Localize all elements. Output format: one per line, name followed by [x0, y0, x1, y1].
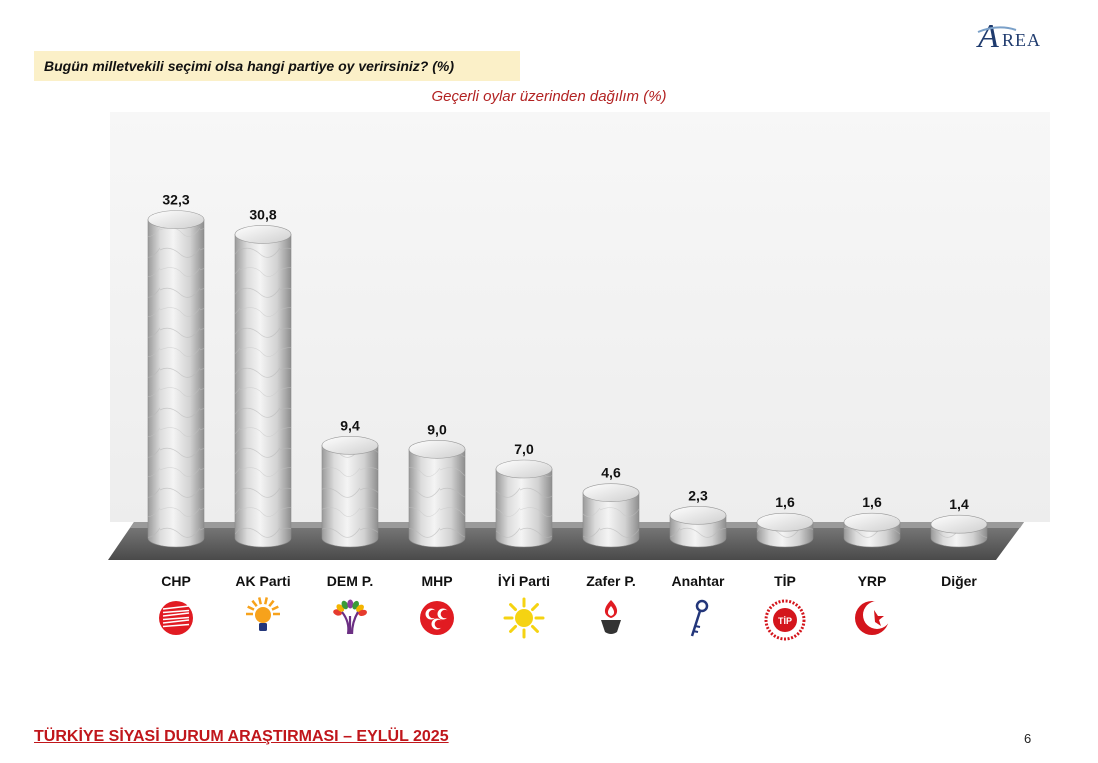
- yrp-crescent-icon: [855, 601, 891, 635]
- dem-tree-icon: [333, 599, 367, 635]
- area-logo: A REA: [976, 18, 1041, 54]
- bar-4: [495, 459, 553, 548]
- chart-subtitle: Geçerli oylar üzerinden dağılım (%): [431, 88, 667, 105]
- category-label-8: YRP: [858, 573, 887, 589]
- bar-3: [408, 439, 466, 548]
- category-label-2: DEM P.: [327, 573, 373, 589]
- category-label-0: CHP: [161, 573, 191, 589]
- logo-text: REA: [1002, 30, 1041, 50]
- chp-logo-icon: [159, 601, 193, 635]
- value-label-9: 1,4: [949, 496, 969, 512]
- value-label-3: 9,0: [427, 421, 447, 437]
- category-label-7: TİP: [774, 573, 796, 589]
- value-label-7: 1,6: [775, 494, 795, 510]
- icons-layer: TİP: [159, 597, 891, 641]
- category-label-5: Zafer P.: [586, 573, 636, 589]
- value-label-8: 1,6: [862, 494, 882, 510]
- ak-parti-lamp-icon: [246, 597, 280, 631]
- value-label-0: 32,3: [162, 192, 189, 208]
- bars-layer: [147, 210, 988, 548]
- zafer-torch-icon: [601, 600, 621, 634]
- value-label-6: 2,3: [688, 487, 708, 503]
- category-label-6: Anahtar: [672, 573, 725, 589]
- footer-title: TÜRKİYE SİYASİ DURUM ARAŞTIRMASI – EYLÜL…: [34, 728, 449, 745]
- bar-7: [756, 512, 814, 548]
- value-label-5: 4,6: [601, 465, 621, 481]
- bar-8: [843, 512, 901, 548]
- category-label-9: Diğer: [941, 573, 977, 589]
- mhp-crescents-icon: [420, 601, 454, 635]
- tip-seal-icon: TİP: [764, 599, 806, 641]
- chart: 32,3 CHP 30,8 AK Parti 9,4 DEM P. 9,0 MHP 7,0 İYİ…: [108, 112, 1050, 641]
- iyi-sun-icon: [503, 597, 545, 639]
- bar-6: [669, 506, 727, 548]
- svg-text:TİP: TİP: [778, 616, 792, 626]
- bar-0: [147, 210, 205, 548]
- category-label-4: İYİ Parti: [498, 573, 550, 589]
- value-label-4: 7,0: [514, 441, 534, 457]
- bar-2: [321, 436, 379, 548]
- category-label-1: AK Parti: [235, 573, 290, 589]
- value-label-1: 30,8: [249, 206, 276, 222]
- category-label-3: MHP: [421, 573, 452, 589]
- bar-5: [582, 483, 640, 548]
- anahtar-key-icon: [690, 599, 709, 637]
- question-box: Bugün milletvekili seçimi olsa hangi par…: [34, 51, 520, 81]
- labels-layer: 32,3 CHP 30,8 AK Parti 9,4 DEM P. 9,0 MHP 7,0 İYİ…: [161, 192, 977, 589]
- bar-1: [234, 225, 292, 548]
- value-label-2: 9,4: [340, 417, 360, 433]
- bar-9: [930, 514, 988, 548]
- question-text: Bugün milletvekili seçimi olsa hangi par…: [44, 58, 455, 74]
- page-number: 6: [1024, 731, 1032, 746]
